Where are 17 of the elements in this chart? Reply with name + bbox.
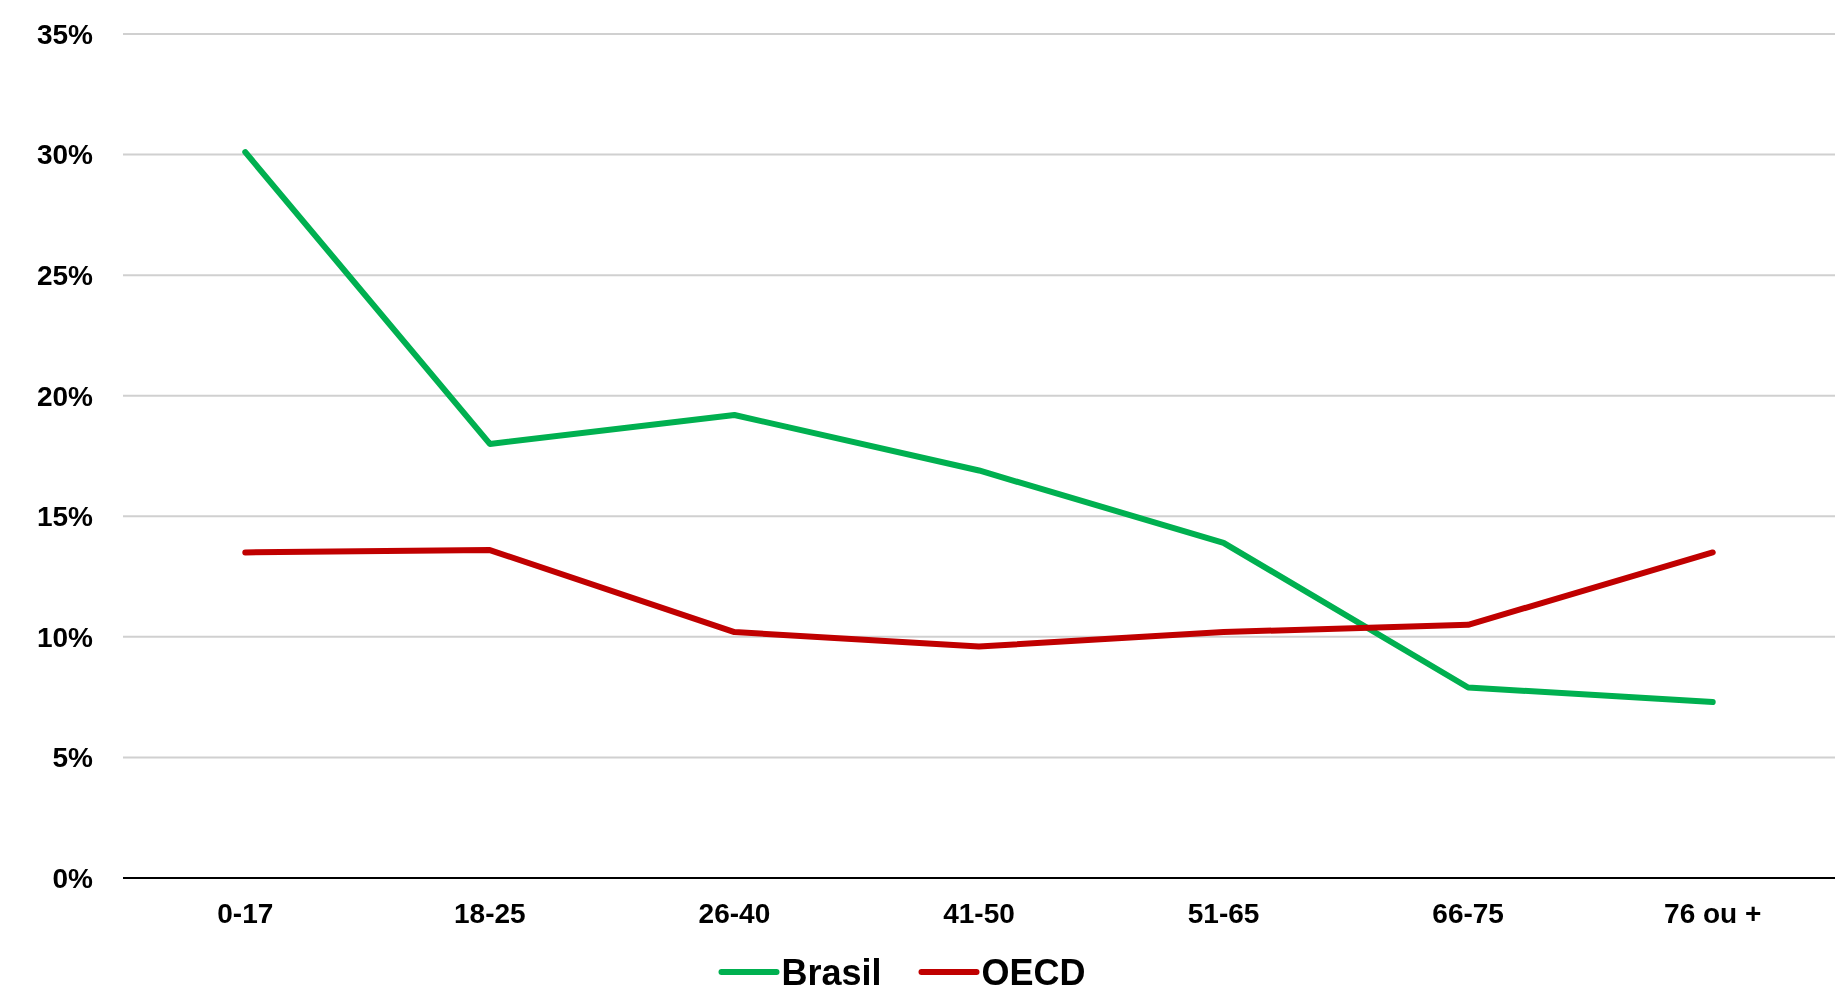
y-tick-label: 15% (36, 501, 94, 533)
legend-label: OECD (981, 951, 1086, 993)
y-tick-label: 25% (36, 259, 94, 291)
x-tick-label: 0-17 (217, 898, 274, 929)
x-tick-label: 66-75 (1432, 898, 1504, 929)
legend-label: Brasil (781, 951, 882, 993)
y-tick-label: 30% (36, 139, 94, 171)
x-tick-label: 51-65 (1187, 898, 1260, 929)
y-tick-label: 10% (36, 621, 94, 653)
y-tick-label: 35% (36, 18, 94, 50)
y-tick-label: 5% (52, 742, 94, 774)
x-tick-label: 76 ou + (1664, 898, 1762, 929)
y-tick-label: 0% (52, 862, 94, 894)
x-tick-label: 18-25 (454, 898, 526, 929)
x-tick-label: 41-50 (943, 898, 1015, 929)
y-tick-label: 20% (36, 380, 94, 412)
x-tick-label: 26-40 (698, 898, 771, 929)
